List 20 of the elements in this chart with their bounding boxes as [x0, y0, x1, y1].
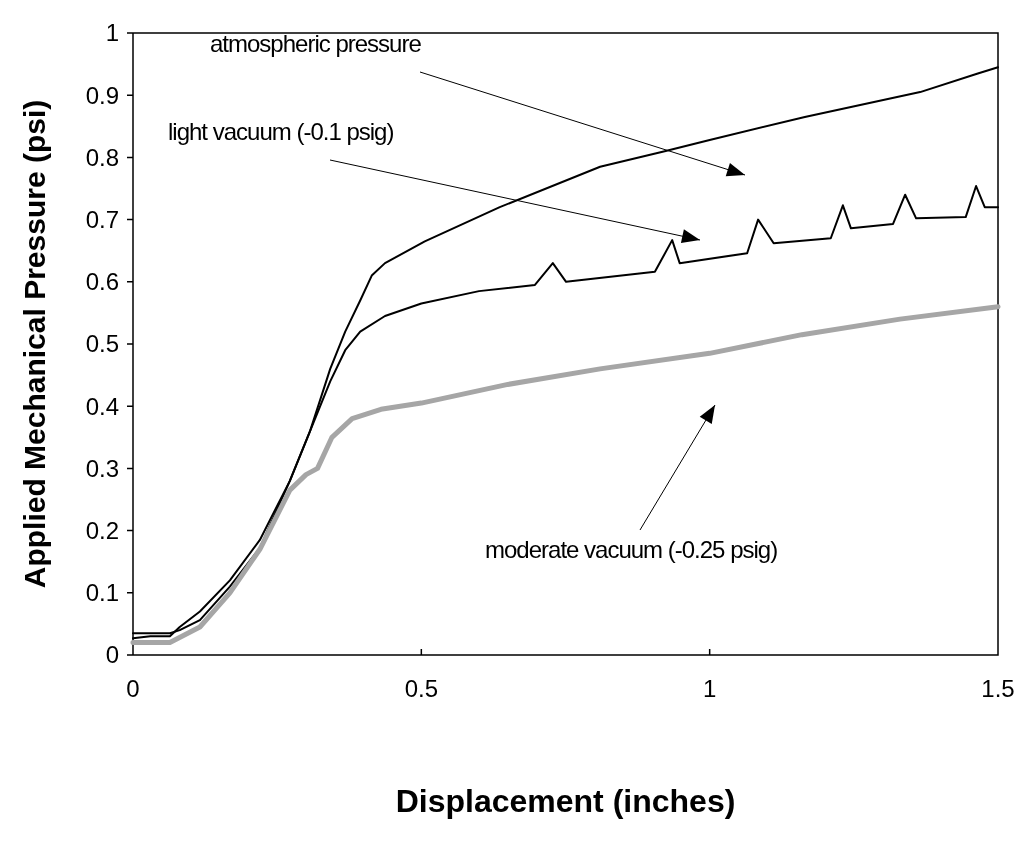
y-tick-label: 1 — [105, 19, 119, 47]
x-axis-title: Displacement (inches) — [395, 783, 736, 819]
y-tick-label: 0.9 — [85, 81, 119, 109]
y-tick-label: 0.5 — [85, 330, 119, 358]
y-axis-title: Applied Mechanical Pressure (psi) — [18, 99, 51, 589]
y-tick-label: 0.2 — [85, 517, 119, 544]
y-tick-label: 0.1 — [85, 579, 119, 607]
x-tick-label: 0.5 — [404, 675, 439, 702]
y-tick-label: 0.7 — [85, 206, 119, 233]
y-tick-label: 0.6 — [85, 268, 119, 296]
x-tick-label: 0 — [126, 675, 140, 702]
annotation: moderate vacuum (-0.25 psig) — [485, 536, 778, 563]
y-tick-label: 0.4 — [85, 392, 119, 420]
y-tick-label: 0 — [105, 641, 119, 669]
annotation: light vacuum (-0.1 psig) — [168, 118, 394, 145]
annotation: atmospheric pressure — [210, 30, 422, 57]
y-tick-label: 0.3 — [85, 454, 119, 482]
x-tick-label: 1.5 — [981, 675, 1015, 702]
x-tick-label: 1 — [702, 675, 717, 702]
y-tick-label: 0.8 — [85, 143, 119, 171]
